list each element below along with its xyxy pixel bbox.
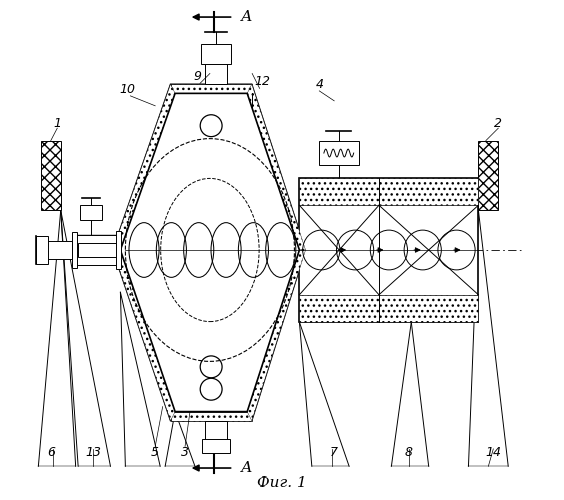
Text: 10: 10 <box>120 84 136 96</box>
Text: 1: 1 <box>53 116 61 130</box>
Text: 8: 8 <box>405 446 413 460</box>
Bar <box>202 439 230 453</box>
Bar <box>76 235 120 265</box>
Text: 7: 7 <box>330 446 338 460</box>
Bar <box>478 140 498 210</box>
Text: 13: 13 <box>85 446 101 460</box>
Bar <box>78 242 120 258</box>
Text: А: А <box>241 461 253 475</box>
Polygon shape <box>113 84 306 421</box>
Text: 6: 6 <box>47 446 55 460</box>
Bar <box>299 294 478 322</box>
Bar <box>46 241 72 259</box>
Polygon shape <box>170 412 252 421</box>
Text: 12: 12 <box>254 76 270 88</box>
Polygon shape <box>247 250 306 421</box>
Bar <box>205 64 227 84</box>
Bar <box>72 232 77 268</box>
Bar <box>299 178 478 322</box>
Text: 14: 14 <box>485 446 501 460</box>
Text: 3: 3 <box>181 446 189 460</box>
Polygon shape <box>120 94 299 411</box>
Polygon shape <box>170 84 252 94</box>
Bar <box>319 140 359 166</box>
Bar <box>41 140 61 210</box>
Bar <box>36 236 49 264</box>
Bar <box>80 205 102 220</box>
Polygon shape <box>247 84 306 250</box>
Text: 9: 9 <box>193 70 201 84</box>
Text: 5: 5 <box>151 446 159 460</box>
Polygon shape <box>113 84 175 250</box>
Text: Фиг. 1: Фиг. 1 <box>257 476 307 490</box>
Bar <box>299 178 478 205</box>
Bar <box>205 421 227 440</box>
Text: 2: 2 <box>494 116 503 130</box>
Polygon shape <box>113 250 175 421</box>
Text: 4: 4 <box>315 78 323 92</box>
Bar <box>116 231 121 269</box>
Bar <box>201 44 231 64</box>
Bar <box>76 235 120 265</box>
Text: А: А <box>241 10 253 24</box>
